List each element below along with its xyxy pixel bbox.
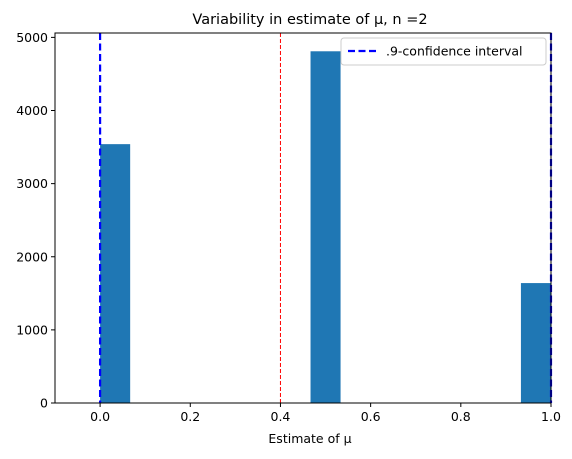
x-tick-label: 0.4 xyxy=(271,409,291,424)
y-tick-label: 3000 xyxy=(16,176,48,191)
x-tick-label: 0.2 xyxy=(180,409,200,424)
legend: .9-confidence interval xyxy=(340,37,547,66)
y-tick-label: 2000 xyxy=(16,249,48,264)
histogram-bar xyxy=(520,283,551,403)
y-tick-label: 5000 xyxy=(16,30,48,45)
x-tick-label: 0.0 xyxy=(90,409,110,424)
plot-area: 0.0 0.2 0.4 0.6 0.8 1.0 0 1000 2000 3000 4000 5000.… xyxy=(16,30,561,424)
y-tick-label: 0 xyxy=(40,396,48,411)
legend-box xyxy=(340,37,547,66)
chart-title: Variability in estimate of μ, n =2 xyxy=(192,12,427,28)
legend-ci-label: .9-confidence interval xyxy=(386,44,523,59)
histogram-bar xyxy=(100,144,131,403)
histogram-bar xyxy=(310,51,341,403)
x-tick-label: 1.0 xyxy=(541,409,561,424)
x-tick-label: 0.6 xyxy=(361,409,381,424)
plot-frame xyxy=(54,32,552,404)
x-tick-label: 0.8 xyxy=(451,409,471,424)
y-tick-label: 1000 xyxy=(16,322,48,337)
y-tick-label: 4000 xyxy=(16,103,48,118)
x-axis-label: Estimate of μ xyxy=(268,431,351,446)
